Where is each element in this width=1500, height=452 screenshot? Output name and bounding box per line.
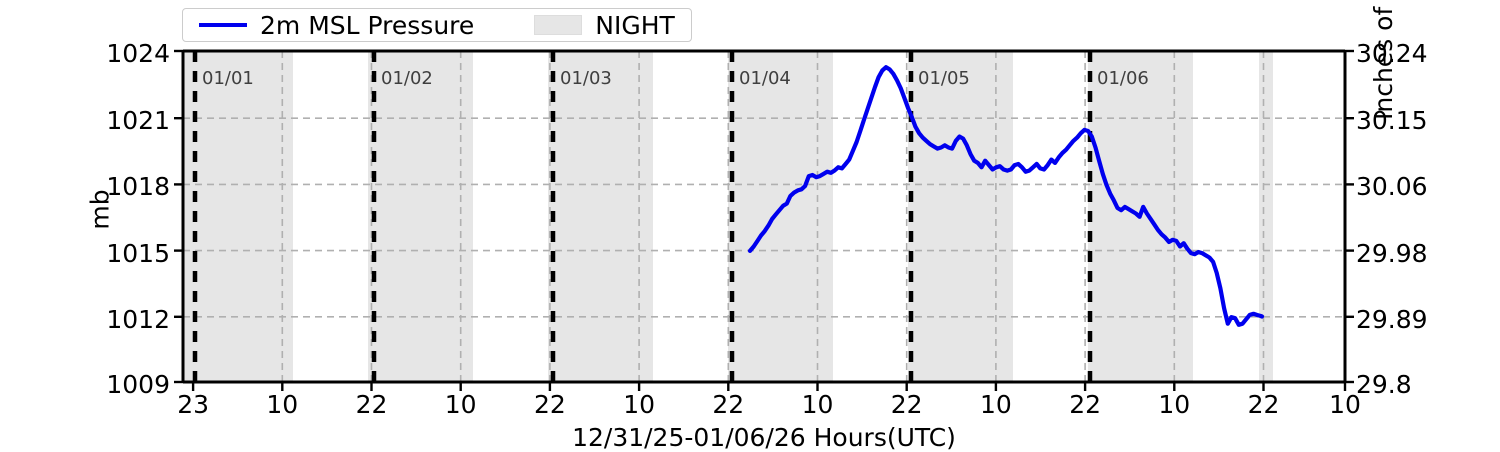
legend-line-swatch-icon xyxy=(199,23,247,27)
night-band xyxy=(548,51,653,382)
y-axis-left-tick-label: 1015 xyxy=(106,238,170,268)
x-axis-tick-label: 22 xyxy=(890,390,923,419)
night-band xyxy=(368,51,473,382)
x-axis-tick-label: 22 xyxy=(1069,390,1101,419)
x-axis-tick-label: 10 xyxy=(801,390,834,419)
x-axis-tick-label: 22 xyxy=(712,390,745,419)
x-axis-tick-label: 22 xyxy=(533,390,566,419)
x-axis-tick-label: 10 xyxy=(1158,390,1191,419)
x-axis-tick-label: 10 xyxy=(266,390,299,419)
y-axis-left-tick-label: 1018 xyxy=(106,172,170,202)
x-axis-tick-label: 10 xyxy=(444,390,477,419)
night-bands xyxy=(183,51,1273,382)
x-axis-tick-label: 22 xyxy=(355,390,388,419)
x-axis-tick-label: 23 xyxy=(177,390,209,419)
chart-legend: 2m MSL Pressure NIGHT xyxy=(182,8,692,42)
x-axis-title: 12/31/25-01/06/26 Hours(UTC) xyxy=(572,423,956,452)
horizontal-gridlines xyxy=(183,117,1345,318)
x-axis-tick-label: 10 xyxy=(623,390,655,419)
y-axis-right-title: Inches of Mercury xyxy=(1369,0,1398,120)
x-axis-ticks xyxy=(191,382,1347,391)
y-axis-left-ticks xyxy=(174,49,183,384)
legend-night-label: NIGHT xyxy=(595,10,675,40)
y-axis-right-tick-label: 29.89 xyxy=(1356,304,1428,334)
day-label-0101: 01/01 xyxy=(202,68,254,89)
y-axis-left-tick-label: 1021 xyxy=(106,106,170,136)
x-axis-tick-label: 10 xyxy=(1329,390,1361,419)
y-axis-left-tick-label: 1012 xyxy=(106,304,170,334)
day-label-0103: 01/03 xyxy=(560,68,612,89)
axes-spines xyxy=(181,49,1347,384)
pressure-series-line xyxy=(747,65,1265,327)
y-axis-left-title: mb xyxy=(85,189,115,230)
y-axis-right-tick-label: 30.06 xyxy=(1356,172,1428,202)
legend-series-label: 2m MSL Pressure xyxy=(260,10,475,40)
night-band xyxy=(183,51,293,382)
y-axis-right-tick-label: 30.15 xyxy=(1356,106,1428,136)
x-axis-tick-label: 10 xyxy=(979,390,1012,419)
y-axis-right-tick-label: 30.24 xyxy=(1356,39,1428,68)
y-axis-left-tick-label: 1024 xyxy=(106,39,170,68)
y-axis-right-tick-label: 29.98 xyxy=(1356,238,1428,268)
x-axis-tick-label: 22 xyxy=(1247,390,1280,419)
day-divider-lines xyxy=(192,51,1093,382)
day-label-0104: 01/04 xyxy=(739,68,791,89)
day-label-0105: 01/05 xyxy=(918,68,970,89)
y-axis-left-tick-label: 1009 xyxy=(106,370,170,399)
night-band xyxy=(728,51,833,382)
night-band xyxy=(908,51,1013,382)
y-axis-right-ticks xyxy=(1345,49,1354,384)
y-axis-right-tick-label: 29.8 xyxy=(1356,370,1412,399)
night-band xyxy=(1259,51,1273,382)
legend-night-swatch-icon xyxy=(534,15,583,35)
day-label-0106: 01/06 xyxy=(1097,68,1149,89)
day-label-0102: 01/02 xyxy=(381,68,433,89)
